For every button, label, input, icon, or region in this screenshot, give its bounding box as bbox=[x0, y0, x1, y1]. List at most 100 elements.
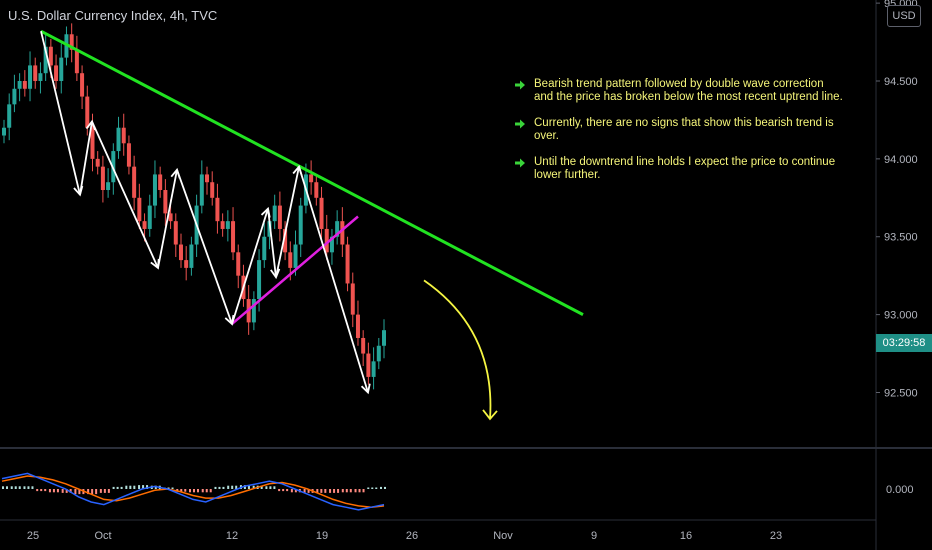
candle-body bbox=[366, 353, 371, 377]
wave-segment bbox=[79, 121, 93, 195]
candle-body bbox=[43, 46, 48, 74]
x-tick-label: 12 bbox=[226, 530, 238, 542]
y-tick-label: 93.500 bbox=[884, 232, 918, 244]
candle-body bbox=[173, 221, 178, 245]
histogram-bar bbox=[107, 489, 110, 493]
candle-body bbox=[90, 127, 95, 159]
candle-body bbox=[189, 244, 194, 268]
forecast-arrowhead bbox=[482, 409, 498, 421]
candle-body bbox=[329, 236, 334, 253]
arrow-right-icon bbox=[515, 119, 525, 129]
candle-body bbox=[95, 158, 100, 167]
candle-body bbox=[178, 244, 183, 261]
y-tick-label: 94.500 bbox=[884, 76, 918, 88]
candle-body bbox=[147, 205, 152, 229]
arrow-right-icon bbox=[515, 80, 525, 90]
currency-badge[interactable]: USD bbox=[887, 5, 921, 27]
histogram-bar bbox=[99, 489, 102, 493]
x-tick-label: 19 bbox=[316, 530, 328, 542]
candle-body bbox=[22, 80, 27, 89]
candle-body bbox=[215, 197, 220, 222]
candle-body bbox=[335, 221, 340, 237]
candle-body bbox=[309, 174, 314, 183]
note-text: Currently, there are no signs that show … bbox=[534, 117, 834, 142]
candle-body bbox=[361, 337, 366, 354]
histogram-bar bbox=[171, 487, 174, 489]
x-tick-label: Oct bbox=[94, 530, 111, 542]
histogram-bar bbox=[320, 489, 323, 493]
candle-body bbox=[262, 236, 267, 261]
histogram-bar bbox=[349, 489, 352, 493]
candle-body bbox=[163, 190, 168, 214]
histogram-bar bbox=[52, 489, 55, 493]
histogram-bar bbox=[358, 489, 361, 493]
candle-body bbox=[168, 213, 173, 222]
histogram-bar bbox=[354, 489, 357, 493]
uptrend-line bbox=[231, 215, 359, 325]
candle-body bbox=[236, 252, 241, 276]
histogram-bar bbox=[265, 486, 268, 489]
wave-segment bbox=[231, 208, 269, 325]
histogram-bar bbox=[294, 489, 297, 493]
note-text: Bearish trend pattern followed by double… bbox=[534, 78, 843, 103]
candle-body bbox=[59, 57, 64, 81]
histogram-bar bbox=[193, 489, 195, 493]
histogram-bar bbox=[23, 486, 26, 489]
histogram-bar bbox=[138, 485, 141, 489]
wave-segment bbox=[298, 166, 369, 393]
chart-title: U.S. Dollar Currency Index, 4h, TVC bbox=[8, 8, 218, 23]
last-price-countdown: 03:29:58 bbox=[876, 334, 932, 352]
x-tick-label: 25 bbox=[27, 530, 39, 542]
histogram-bar bbox=[146, 485, 149, 489]
histogram-bar bbox=[69, 489, 72, 493]
histogram-bar bbox=[205, 489, 208, 493]
candle-body bbox=[293, 244, 298, 268]
histogram-bar bbox=[189, 489, 191, 493]
histogram-bar bbox=[269, 486, 272, 489]
candle-body bbox=[152, 174, 157, 206]
downtrend-line bbox=[40, 29, 584, 316]
histogram-bar bbox=[218, 486, 221, 489]
x-tick-label: 23 bbox=[770, 530, 782, 542]
x-tick-label: 16 bbox=[680, 530, 692, 542]
candle-body bbox=[137, 197, 142, 222]
histogram-bar bbox=[87, 489, 90, 495]
histogram-bar bbox=[375, 487, 378, 489]
histogram-bar bbox=[10, 486, 13, 489]
histogram-bar bbox=[367, 487, 370, 489]
y-tick-label: 94.000 bbox=[884, 154, 918, 166]
candle-body bbox=[345, 244, 350, 284]
histogram-bar bbox=[27, 486, 30, 489]
histogram-bar bbox=[380, 486, 382, 489]
histogram-bar bbox=[286, 489, 289, 492]
candle-body bbox=[100, 166, 105, 191]
candle-body bbox=[28, 65, 33, 89]
wave-segment bbox=[267, 208, 277, 278]
histogram-bar bbox=[125, 485, 128, 489]
histogram-bar bbox=[56, 489, 59, 493]
candle-body bbox=[74, 49, 79, 74]
candle-body bbox=[225, 221, 230, 229]
histogram-bar bbox=[18, 486, 21, 489]
histogram-bar bbox=[74, 489, 77, 495]
histogram-bar bbox=[197, 489, 199, 493]
histogram-bar bbox=[307, 489, 310, 493]
candle-body bbox=[121, 127, 126, 144]
arrow-right-icon bbox=[515, 158, 525, 168]
y-tick-label: 92.500 bbox=[884, 387, 918, 399]
histogram-bar bbox=[362, 489, 365, 493]
candle-body bbox=[48, 46, 53, 66]
histogram-bar bbox=[209, 489, 212, 493]
histogram-bar bbox=[384, 486, 386, 489]
histogram-bar bbox=[6, 486, 8, 489]
candle-body bbox=[355, 314, 360, 338]
note-item: Currently, there are no signs that show … bbox=[512, 117, 857, 143]
histogram-bar bbox=[112, 486, 115, 489]
candle-body bbox=[54, 65, 59, 81]
histogram-bar bbox=[180, 489, 183, 492]
histogram-bar bbox=[247, 485, 250, 489]
histogram-bar bbox=[273, 486, 276, 489]
wave-segment bbox=[157, 169, 178, 269]
histogram-bar bbox=[282, 489, 285, 492]
